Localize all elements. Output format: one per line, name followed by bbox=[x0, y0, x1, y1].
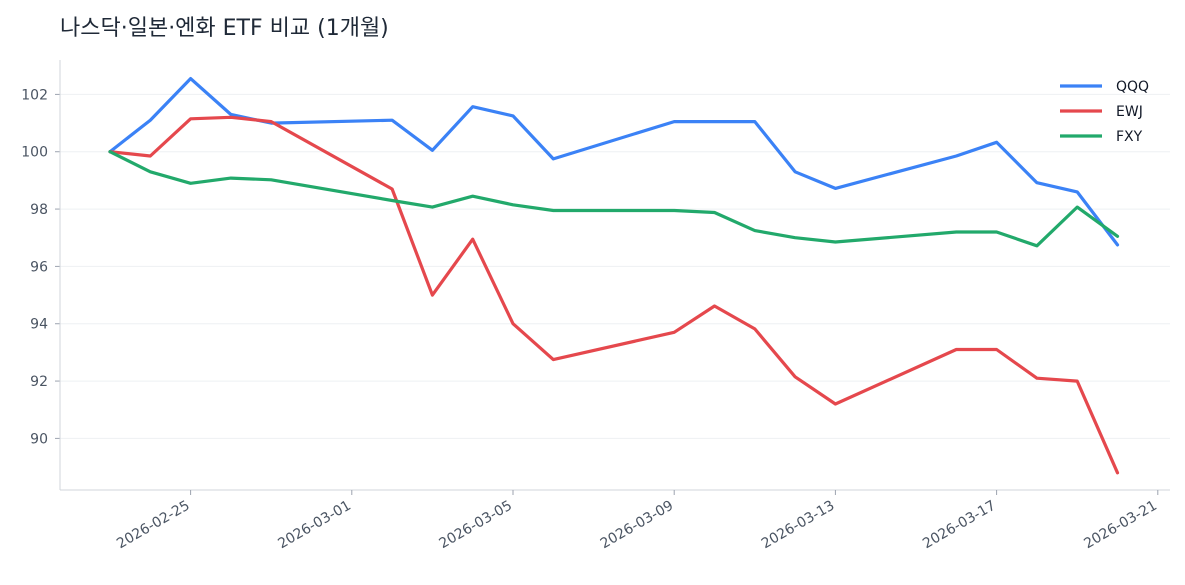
x-tick-label: 2026-03-01 bbox=[275, 498, 353, 553]
x-tick-label: 2026-03-21 bbox=[1081, 498, 1159, 553]
x-tick-label: 2026-03-09 bbox=[598, 498, 676, 553]
x-tick-label: 2026-03-13 bbox=[759, 498, 837, 553]
x-tick-label: 2026-03-05 bbox=[437, 498, 515, 553]
series-line-qqq bbox=[108, 76, 1120, 247]
series-line-ewj bbox=[108, 115, 1120, 475]
y-tick-label: 98 bbox=[30, 202, 48, 218]
y-tick-label: 96 bbox=[30, 259, 48, 275]
legend-label-qqq: QQQ bbox=[1116, 79, 1149, 95]
y-tick-label: 100 bbox=[21, 145, 48, 161]
legend: QQQ EWJ FXY bbox=[1060, 79, 1149, 145]
x-tick-label: 2026-02-25 bbox=[114, 498, 192, 553]
series-layer bbox=[108, 76, 1120, 475]
grid-layer bbox=[60, 93, 1170, 439]
y-tick-label: 102 bbox=[21, 87, 48, 103]
legend-label-fxy: FXY bbox=[1116, 129, 1143, 145]
y-tick-label: 90 bbox=[30, 431, 48, 447]
y-tick-label: 94 bbox=[30, 317, 48, 333]
y-tick-label: 92 bbox=[30, 374, 48, 390]
series-line-fxy bbox=[108, 150, 1120, 248]
x-tick-label: 2026-03-17 bbox=[920, 498, 998, 553]
legend-label-ewj: EWJ bbox=[1116, 104, 1143, 120]
chart-title: 나스닥·일본·엔화 ETF 비교 (1개월) bbox=[60, 16, 389, 41]
axes-layer: 90 92 94 96 98 100 102 2026-02-25 2026-03-01 2026… bbox=[21, 60, 1170, 552]
